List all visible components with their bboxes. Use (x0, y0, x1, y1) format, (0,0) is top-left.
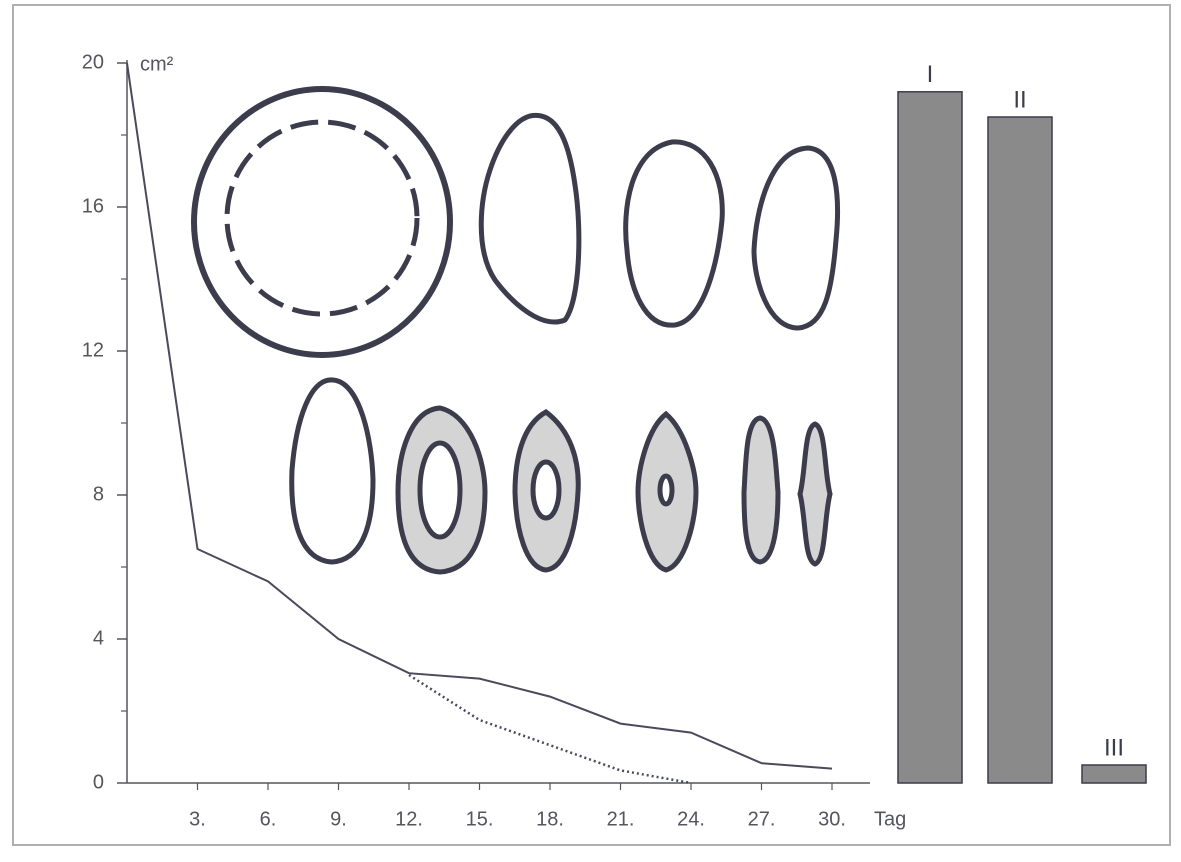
x-unit: Tag (874, 808, 906, 830)
bar (1082, 765, 1146, 783)
y-tick-label: 4 (93, 627, 104, 649)
bar (898, 92, 962, 783)
x-tick-label: 18. (536, 808, 564, 830)
y-tick-label: 8 (93, 483, 104, 505)
bar-label: II (1013, 86, 1026, 113)
x-tick-label: 3. (189, 808, 206, 830)
chart: cm² Tag 0 4 8 12 16 20 3. 6. 9. 12. 15. 18. 21. 24. 27… (0, 0, 1181, 862)
x-tick-label: 21. (607, 808, 635, 830)
x-tick-label: 9. (330, 808, 347, 830)
x-tick-label: 27. (748, 808, 776, 830)
x-tick-label: 12. (395, 808, 423, 830)
y-tick-label: 0 (93, 771, 104, 793)
x-tick-label: 6. (260, 808, 277, 830)
x-tick-label: 15. (466, 808, 494, 830)
y-tick-label: 16 (82, 195, 104, 217)
bar (988, 117, 1052, 783)
bar-label: III (1104, 734, 1124, 761)
y-tick-label: 12 (82, 339, 104, 361)
y-unit: cm² (140, 53, 174, 75)
y-tick-label: 20 (82, 51, 104, 73)
bar-label: I (927, 61, 934, 88)
x-tick-label: 24. (677, 808, 705, 830)
x-tick-label: 30. (818, 808, 846, 830)
